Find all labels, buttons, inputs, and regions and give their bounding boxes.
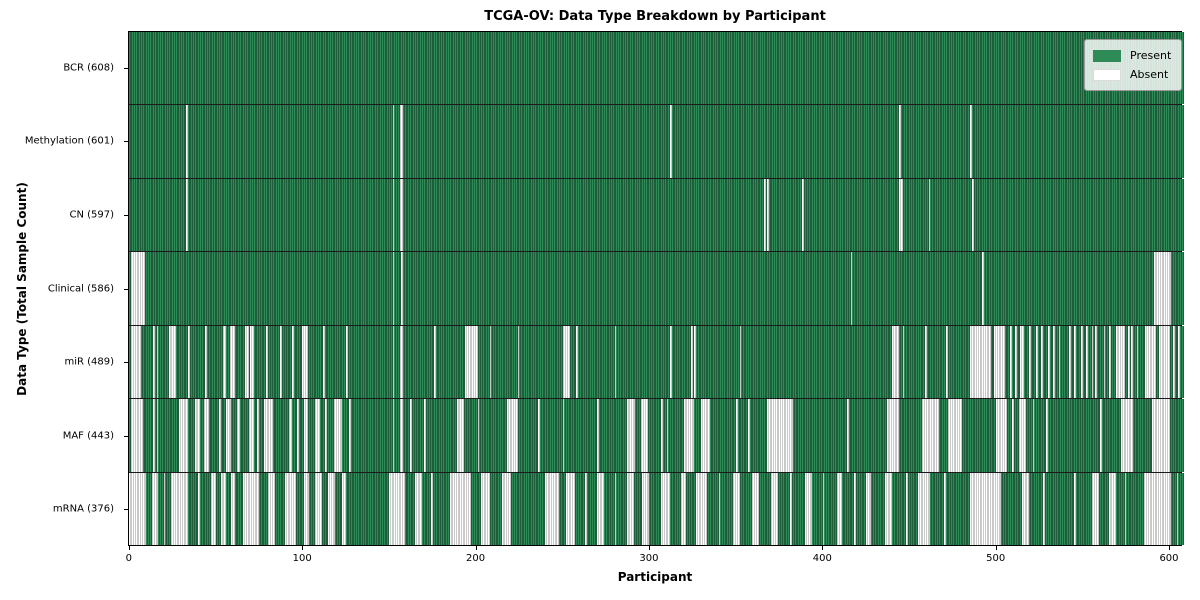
row-label-maf: MAF (443) [62,430,114,442]
heatmap-row-mrna [129,471,1184,545]
x-tick-mark [822,546,824,550]
absent-swatch [1093,68,1121,81]
x-tick-label: 0 [125,553,133,564]
row-label-mir: miR (489) [64,356,114,368]
heatmap-row-maf [129,398,1184,472]
row-label-cn: CN (597) [69,209,114,221]
x-tick-label: 100 [292,553,312,564]
x-tick-label: 600 [1159,553,1179,564]
row-label-methylation: Methylation (601) [24,135,114,147]
y-tick-mark [124,214,128,216]
x-tick-labels: 0 100 200 300 400 500 600 [125,546,1182,570]
legend-label-absent: Absent [1130,68,1169,81]
chart-title: TCGA-OV: Data Type Breakdown by Particip… [484,9,826,24]
present-swatch [1093,49,1121,62]
heatmap-row-bcr [129,32,1184,105]
legend: Present Absent [1084,39,1183,91]
plot-area [128,31,1184,546]
y-tick-mark [124,509,128,511]
x-tick-label: 400 [812,553,832,564]
legend-item-absent: Absent [1093,65,1171,84]
row-label-bcr: BCR (608) [63,62,114,74]
x-tick-label: 200 [466,553,486,564]
y-tick-mark [124,435,128,437]
x-tick-mark [648,546,650,550]
x-axis-label: Participant [617,570,693,584]
heatmap-row-clinical [129,251,1184,325]
y-tick-labels: BCR (608) Methylation (601) CN (597) Clinic… [0,31,122,546]
heatmap-row-mir [129,324,1184,399]
legend-item-present: Present [1093,46,1171,65]
y-tick-mark [124,362,128,364]
x-tick-label: 500 [986,553,1006,564]
x-tick-mark [1168,546,1170,550]
x-tick-mark [128,546,130,550]
x-tick-mark [475,546,477,550]
legend-label-present: Present [1130,49,1172,62]
heatmap-row-cn [129,177,1184,252]
x-tick-mark [995,546,997,550]
x-tick-mark [302,546,304,550]
row-label-mrna: mRNA (376) [52,503,114,515]
row-label-clinical: Clinical (586) [47,283,114,294]
y-tick-mark [124,141,128,143]
y-tick-mark [124,67,128,69]
heatmap-row-methylation [129,104,1184,178]
y-tick-mark [124,288,128,290]
x-tick-label: 300 [639,553,659,564]
